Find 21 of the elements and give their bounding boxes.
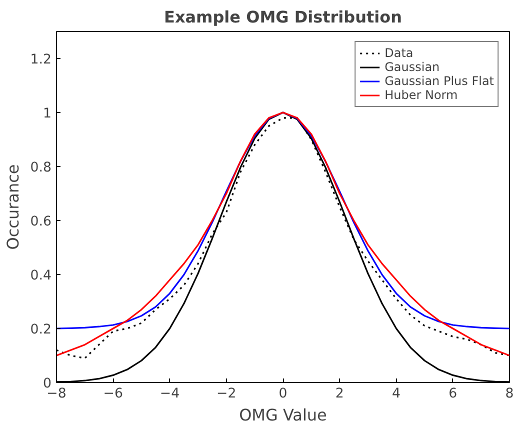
x-tick-label: 2 (335, 386, 344, 402)
legend-label: Gaussian (384, 60, 440, 74)
x-tick-label: −2 (216, 386, 236, 402)
legend-label: Gaussian Plus Flat (384, 74, 494, 88)
y-tick-label: 0.6 (30, 214, 52, 230)
y-tick-label: 0.4 (30, 268, 52, 284)
chart-title: Example OMG Distribution (164, 8, 402, 26)
x-tick-label: 6 (448, 386, 458, 402)
legend-label: Huber Norm (384, 88, 458, 102)
x-tick-label: −4 (160, 386, 180, 402)
y-tick-label: 1.2 (30, 52, 52, 68)
x-tick-label: −6 (103, 386, 123, 402)
y-tick-label: 0.2 (30, 322, 52, 338)
legend-label: Data (384, 46, 414, 60)
y-axis-title: Occurance (3, 164, 22, 250)
x-tick-label: 4 (392, 386, 400, 402)
x-tick-label: 8 (505, 386, 514, 402)
y-tick-label: 1 (43, 106, 52, 122)
y-tick-label: 0.8 (30, 160, 52, 176)
x-axis-title: OMG Value (239, 406, 327, 424)
x-tick-label: 0 (278, 386, 288, 402)
